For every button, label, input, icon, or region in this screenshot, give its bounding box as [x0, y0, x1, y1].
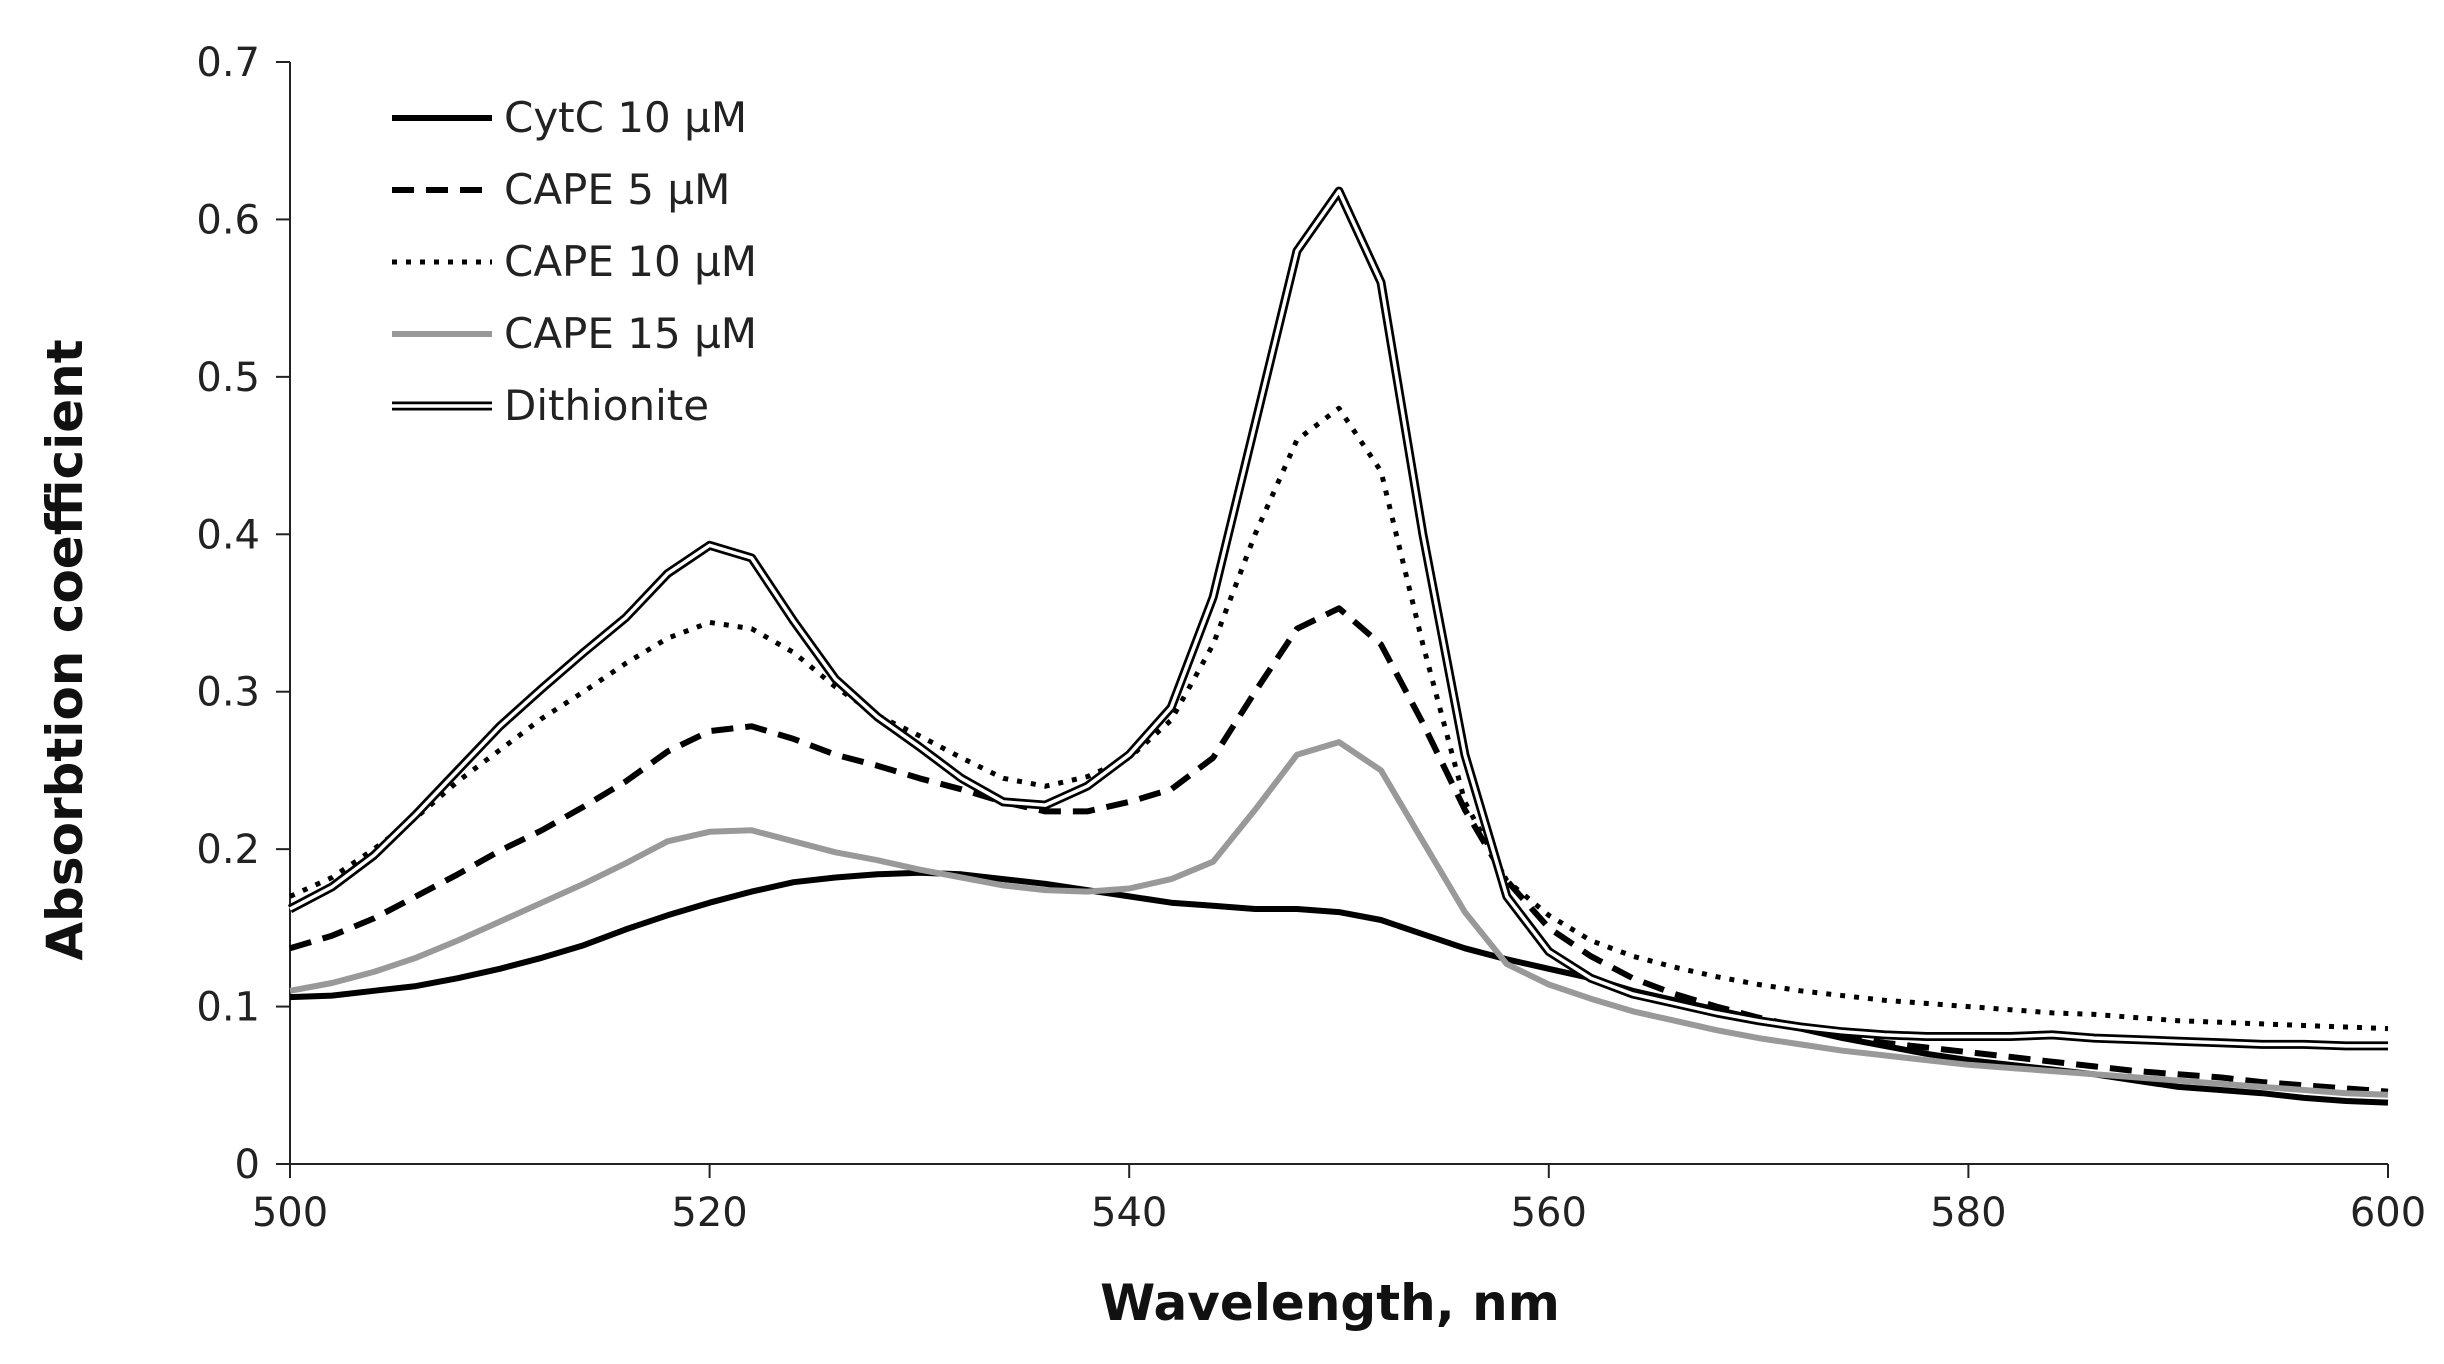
- legend-label-dithionite: Dithionite: [504, 381, 709, 430]
- series-layer: [287, 186, 2389, 1106]
- y-tick-label: 0.1: [196, 985, 260, 1031]
- x-tick-label: 520: [671, 1190, 747, 1236]
- y-axis-title: Absorbtion coefficient: [36, 339, 94, 960]
- x-tick-label: 600: [2350, 1190, 2426, 1236]
- legend-label-cape-15-m: CAPE 15 µM: [504, 309, 757, 358]
- y-tick-label: 0.2: [196, 827, 260, 873]
- y-tick-label: 0: [235, 1142, 260, 1188]
- x-tick-label: 500: [252, 1190, 328, 1236]
- y-tick-label: 0.5: [196, 355, 260, 401]
- legend-label-cape-5-m: CAPE 5 µM: [504, 165, 730, 214]
- y-tick-label: 0.4: [196, 512, 260, 558]
- series-line-dithionite: [289, 189, 2388, 1048]
- y-axis: 0 0.1 0.2 0.3 0.4 0.5 0.6 0.7: [196, 40, 291, 1188]
- x-tick-label: 540: [1091, 1190, 1167, 1236]
- y-tick-label: 0.7: [196, 40, 260, 86]
- y-tick-label: 0.6: [196, 197, 260, 243]
- series-line-cape-5-m: [289, 605, 2389, 1095]
- series-line-cytc-10-m: [289, 869, 2389, 1106]
- y-tick-label: 0.3: [196, 670, 260, 716]
- series-line-cape-15-m: [289, 739, 2389, 1098]
- legend-label-cape-10-m: CAPE 10 µM: [504, 237, 757, 286]
- series-line-cape-10-m: [288, 405, 2389, 1032]
- x-tick-label: 580: [1930, 1190, 2006, 1236]
- x-axis: 500 520 540 560 580 600: [252, 1163, 2426, 1236]
- legend: CytC 10 µM CAPE 5 µM CAPE 10 µM CAPE 15 µM D…: [392, 93, 757, 430]
- legend-label-cytc-10-m: CytC 10 µM: [504, 93, 747, 142]
- x-axis-title: Wavelength, nm: [1100, 1274, 1560, 1332]
- x-tick-label: 560: [1511, 1190, 1587, 1236]
